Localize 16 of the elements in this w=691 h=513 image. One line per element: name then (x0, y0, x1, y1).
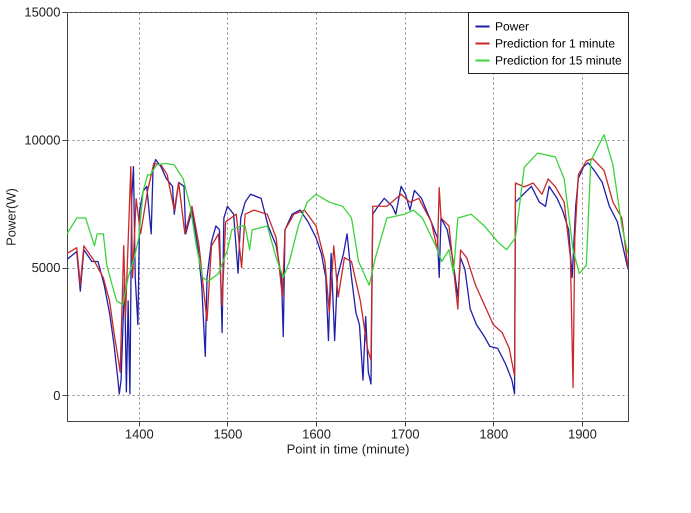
y-tick-label: 10000 (24, 132, 60, 148)
x-tick-label: 1800 (479, 426, 508, 442)
x-tick-label: 1500 (213, 426, 242, 442)
x-tick-label: 1900 (568, 426, 597, 442)
y-tick-label: 5000 (32, 260, 60, 276)
legend-label: Prediction for 1 minute (495, 36, 616, 50)
x-tick-label: 1700 (390, 426, 420, 442)
y-tick-label: 0 (53, 388, 60, 403)
x-tick-label: 1600 (302, 426, 331, 442)
x-axis-title: Point in time (minute) (286, 442, 410, 456)
x-tick-label: 1400 (124, 426, 154, 442)
legend-label: Prediction for 15 minute (495, 54, 622, 68)
line-series (67, 134, 628, 306)
y-axis-title: Power(W) (3, 188, 18, 246)
y-tick-label: 15000 (24, 4, 60, 20)
legend-label: Power (495, 20, 530, 34)
